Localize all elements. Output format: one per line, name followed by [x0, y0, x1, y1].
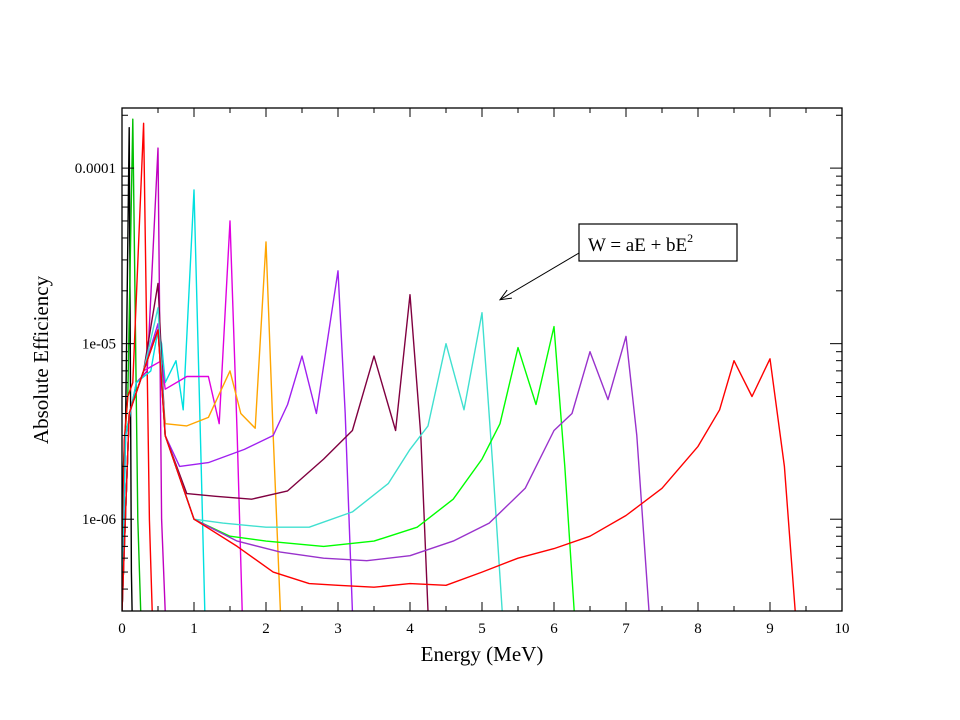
- series-layer: [122, 119, 795, 611]
- annotation-main: W = aE + bE: [588, 235, 687, 256]
- x-axis-title: Energy (MeV): [421, 642, 544, 666]
- y-tick-label: 0.0001: [75, 161, 116, 177]
- x-tick-label: 8: [694, 621, 702, 637]
- series-line-11: [122, 327, 574, 611]
- y-axis-title: Absolute Efficiency: [29, 275, 53, 444]
- ticks-layer: 0 1 2 3 4 5 6 7 8 9 10 1e-06 1e-05 0.0001: [75, 108, 850, 637]
- x-tick-label: 10: [835, 621, 850, 637]
- annotation-superscript: 2: [687, 231, 693, 245]
- x-tick-label: 2: [262, 621, 270, 637]
- x-tick-label: 1: [190, 621, 198, 637]
- x-tick-label: 7: [622, 621, 630, 637]
- series-line-13: [122, 330, 795, 611]
- annotation-arrow: [500, 253, 579, 300]
- x-tick-label: 4: [406, 621, 414, 637]
- x-tick-label: 5: [478, 621, 486, 637]
- y-tick-label: 1e-06: [82, 512, 117, 528]
- y-tick-label: 1e-05: [82, 337, 116, 353]
- x-tick-label: 3: [334, 621, 342, 637]
- annotation-text: W = aE + bE2: [588, 231, 693, 256]
- x-tick-label: 9: [766, 621, 774, 637]
- series-line-9: [122, 284, 428, 612]
- equation-annotation: W = aE + bE2: [500, 224, 737, 300]
- series-line-10: [122, 308, 502, 611]
- efficiency-chart: 0 1 2 3 4 5 6 7 8 9 10 1e-06 1e-05 0.0001 Energy (MeV…: [0, 0, 960, 720]
- x-tick-label: 6: [550, 621, 558, 637]
- x-tick-label: 0: [118, 621, 126, 637]
- series-line-6: [122, 221, 242, 611]
